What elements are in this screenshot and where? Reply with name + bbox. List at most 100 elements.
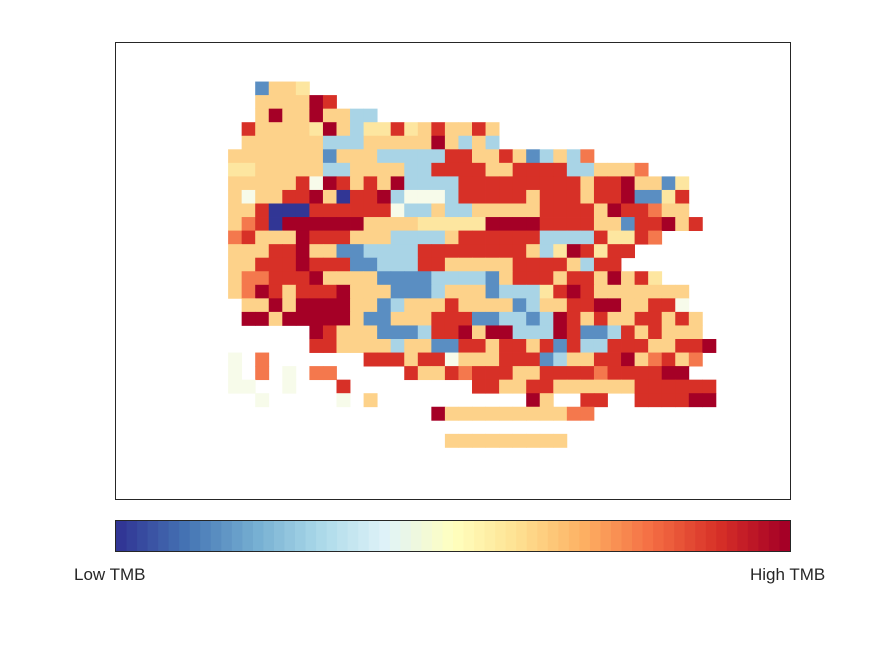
heatmap-cell <box>485 271 500 286</box>
heatmap-cell <box>444 189 459 204</box>
heatmap-cell <box>295 162 310 177</box>
heatmap-cell <box>675 352 690 367</box>
heatmap-cell <box>580 352 595 367</box>
heatmap-cell <box>255 366 270 381</box>
heatmap-cell <box>322 298 337 313</box>
heatmap-cell <box>377 217 392 231</box>
heatmap-cell <box>580 366 595 381</box>
heatmap-cell <box>458 122 473 137</box>
heatmap-cell <box>458 271 473 286</box>
heatmap-cell <box>417 339 432 353</box>
heatmap-cell <box>241 244 256 259</box>
heatmap-cell <box>404 162 419 177</box>
heatmap-cell <box>634 271 649 286</box>
heatmap-cell <box>485 176 500 191</box>
heatmap-cell <box>458 257 473 272</box>
heatmap-cell <box>621 230 635 245</box>
heatmap-cell <box>295 203 310 218</box>
heatmap-cell <box>553 189 568 204</box>
heatmap-cell <box>350 311 364 326</box>
heatmap-cell <box>390 257 405 272</box>
heatmap-cell <box>485 433 500 448</box>
heatmap-cell <box>377 135 392 150</box>
heatmap-cell <box>377 176 392 191</box>
heatmap-cell <box>431 325 446 340</box>
heatmap-cell <box>512 325 527 340</box>
heatmap-cell <box>539 393 554 408</box>
colorbar-swatch <box>379 521 391 551</box>
heatmap <box>228 81 717 448</box>
heatmap-cell <box>390 298 405 313</box>
heatmap-cell <box>661 298 676 313</box>
heatmap-cell <box>702 393 717 408</box>
heatmap-cell <box>499 284 514 299</box>
heatmap-cell <box>255 244 270 259</box>
heatmap-cell <box>295 108 310 123</box>
heatmap-cell <box>526 203 541 218</box>
heatmap-cell <box>241 298 256 313</box>
heatmap-cell <box>472 433 486 448</box>
heatmap-cell <box>268 149 283 164</box>
heatmap-cell <box>512 176 527 191</box>
heatmap-cell <box>634 339 649 353</box>
heatmap-cell <box>566 366 581 381</box>
heatmap-cell <box>268 81 283 96</box>
heatmap-cell <box>322 325 337 340</box>
heatmap-cell <box>390 244 405 259</box>
heatmap-cell <box>241 311 256 326</box>
heatmap-cell <box>268 271 283 286</box>
heatmap-cell <box>350 244 364 259</box>
heatmap-cell <box>322 271 337 286</box>
heatmap-cell <box>566 162 581 177</box>
heatmap-cell <box>472 379 486 394</box>
heatmap-cell <box>390 176 405 191</box>
heatmap-cell <box>241 176 256 191</box>
colorbar-swatch <box>579 521 591 551</box>
heatmap-cell <box>621 311 635 326</box>
heatmap-cell <box>309 366 324 381</box>
heatmap-cell <box>363 135 378 150</box>
heatmap-cell <box>485 230 500 245</box>
heatmap-cell <box>526 433 541 448</box>
heatmap-cell <box>377 325 392 340</box>
heatmap-cell <box>350 230 364 245</box>
heatmap-cell <box>607 257 622 272</box>
heatmap-cell <box>295 271 310 286</box>
heatmap-cell <box>404 122 419 137</box>
colorbar-swatch <box>295 521 307 551</box>
heatmap-cell <box>255 176 270 191</box>
heatmap-cell <box>336 325 351 340</box>
heatmap-cell <box>417 189 432 204</box>
heatmap-cell <box>336 230 351 245</box>
heatmap-cell <box>336 217 351 231</box>
heatmap-cell <box>431 352 446 367</box>
heatmap-cell <box>621 176 635 191</box>
heatmap-cell <box>363 189 378 204</box>
heatmap-cell <box>458 189 473 204</box>
heatmap-cell <box>350 149 364 164</box>
heatmap-cell <box>472 176 486 191</box>
heatmap-cell <box>648 271 663 286</box>
heatmap-cell <box>688 311 703 326</box>
heatmap-cell <box>648 379 663 394</box>
heatmap-cell <box>377 149 392 164</box>
heatmap-cell <box>634 203 649 218</box>
heatmap-cell <box>553 176 568 191</box>
heatmap-cell <box>553 433 568 448</box>
colorbar-swatch <box>495 521 507 551</box>
colorbar-swatch <box>642 521 654 551</box>
heatmap-cell <box>431 230 446 245</box>
heatmap-cell <box>553 230 568 245</box>
heatmap-cell <box>404 217 419 231</box>
heatmap-cell <box>336 176 351 191</box>
heatmap-cell <box>241 284 256 299</box>
heatmap-cell <box>404 339 419 353</box>
heatmap-cell <box>499 366 514 381</box>
heatmap-cell <box>363 149 378 164</box>
colorbar-swatch <box>684 521 696 551</box>
heatmap-cell <box>363 176 378 191</box>
heatmap-cell <box>295 95 310 110</box>
heatmap-cell <box>404 311 419 326</box>
heatmap-cell <box>350 339 364 353</box>
heatmap-cell <box>472 339 486 353</box>
